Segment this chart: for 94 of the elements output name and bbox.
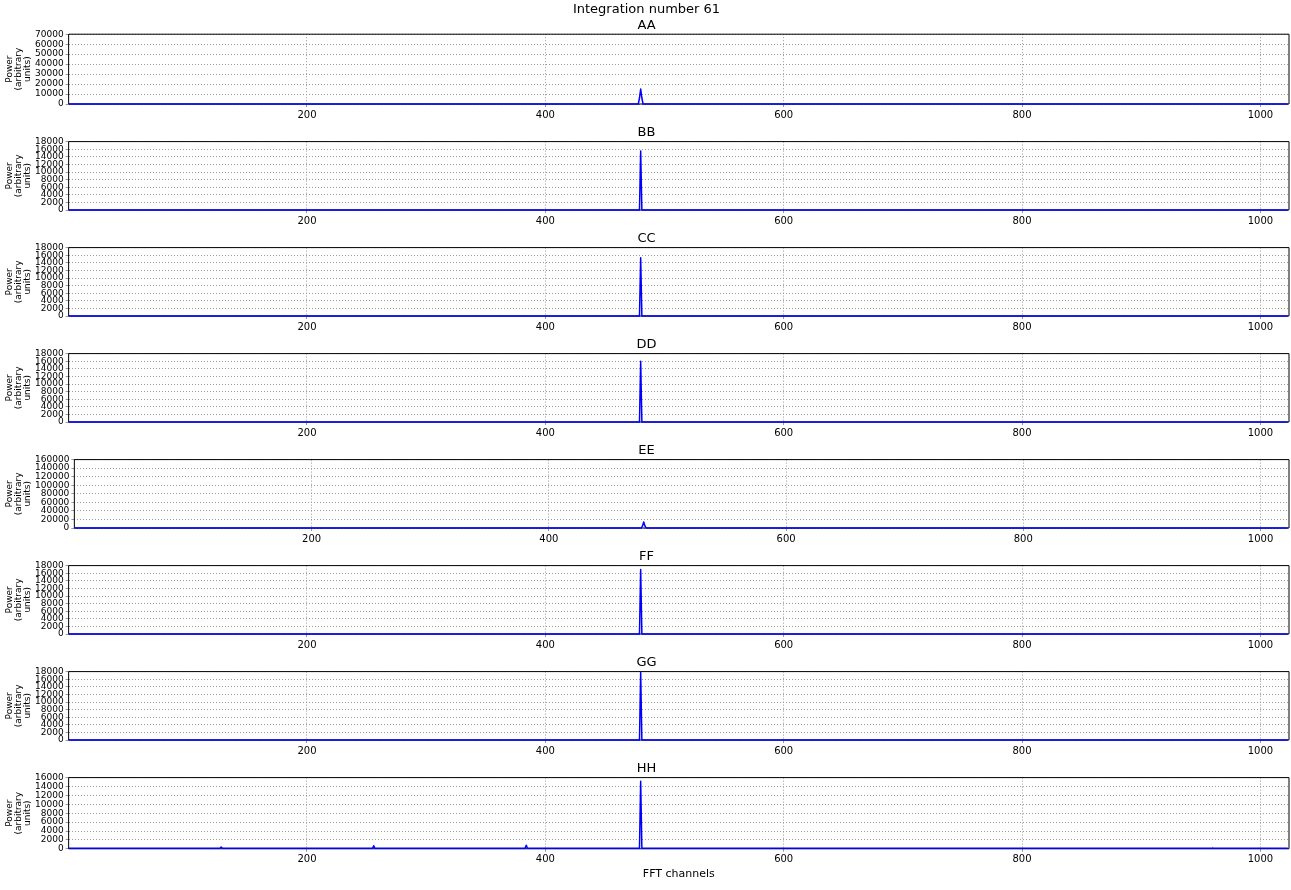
y-axis-title: Power (arbitrary units) [3, 683, 32, 728]
x-tick-label: 600 [774, 426, 794, 438]
chart-title: DD [636, 336, 657, 352]
y-tick-label: 140000 [35, 462, 70, 473]
x-tick-label: 1000 [1247, 108, 1274, 120]
y-tick-label: 0 [57, 98, 64, 109]
y-tick-label: 2000 [40, 834, 64, 845]
x-tick-label: 1000 [1247, 638, 1274, 650]
x-tick-label: 400 [535, 853, 555, 865]
x-tick-label: 1000 [1247, 532, 1274, 544]
y-tick-label: 70000 [34, 28, 64, 39]
chart-title: EE [638, 442, 655, 458]
y-tick-label: 10000 [34, 378, 64, 389]
y-tick-label: 50000 [34, 48, 64, 59]
chart-title: HH [636, 760, 657, 776]
y-tick-label: 14000 [34, 780, 64, 791]
x-tick-label: 600 [774, 214, 794, 226]
x-tick-label: 200 [297, 108, 317, 120]
y-tick-label: 0 [57, 416, 64, 427]
x-tick-label: 200 [297, 744, 317, 756]
y-tick-label: 6000 [40, 816, 64, 827]
chart-title: CC [637, 230, 656, 246]
y-tick-label: 20000 [34, 78, 64, 89]
chart-subtitle: AA [637, 16, 656, 32]
y-tick-label: 10000 [34, 590, 64, 601]
x-tick-label: 200 [297, 320, 317, 332]
y-tick-label: 10000 [34, 272, 64, 283]
y-tick-label: 30000 [34, 68, 64, 79]
y-tick-label: 10000 [34, 798, 64, 809]
y-tick-label: 40000 [34, 58, 64, 69]
x-tick-label: 200 [297, 638, 317, 650]
y-tick-label: 10000 [34, 166, 64, 177]
y-tick-label: 12000 [34, 789, 64, 800]
x-tick-label: 800 [1012, 108, 1032, 120]
y-tick-label: 10000 [34, 88, 64, 99]
y-tick-label: 10000 [34, 696, 64, 707]
x-tick-label: 400 [539, 532, 559, 544]
x-tick-label: 800 [1012, 638, 1032, 650]
y-axis-title: Power (arbitrary units) [3, 577, 32, 622]
y-tick-label: 4000 [40, 825, 64, 836]
x-tick-label: 800 [1012, 214, 1032, 226]
y-tick-label: 0 [63, 522, 70, 533]
chart-title: Integration number 61 [572, 1, 721, 17]
y-axis-title: Power (arbitrary units) [3, 365, 32, 410]
x-tick-label: 800 [1012, 320, 1032, 332]
y-tick-label: 0 [57, 204, 64, 215]
y-axis-title: Power (arbitrary units) [3, 471, 32, 516]
y-tick-label: 0 [57, 843, 64, 854]
x-tick-label: 1000 [1247, 214, 1274, 226]
x-tick-label: 400 [535, 214, 555, 226]
x-tick-label: 600 [776, 532, 796, 544]
x-tick-label: 800 [1013, 532, 1033, 544]
y-axis-title: Power (arbitrary units) [3, 47, 32, 91]
y-tick-label: 0 [57, 734, 64, 745]
y-tick-label: 100000 [35, 479, 70, 490]
x-tick-label: 400 [535, 108, 555, 120]
x-tick-label: 200 [297, 214, 317, 226]
y-axis-title: Power (arbitrary units) [3, 153, 32, 198]
x-tick-label: 800 [1012, 744, 1032, 756]
x-tick-label: 600 [774, 108, 794, 120]
x-tick-label: 400 [535, 744, 555, 756]
y-tick-label: 60000 [40, 496, 70, 507]
y-tick-label: 16000 [34, 771, 64, 782]
chart-title: GG [636, 654, 657, 670]
x-tick-label: 400 [535, 320, 555, 332]
x-tick-label: 600 [774, 320, 794, 332]
y-tick-label: 8000 [40, 807, 64, 818]
x-tick-label: 600 [774, 853, 794, 865]
y-tick-label: 0 [57, 310, 64, 321]
chart-title: FF [639, 548, 654, 564]
x-tick-label: 600 [774, 638, 794, 650]
x-tick-label: 1000 [1247, 426, 1274, 438]
x-tick-label: 400 [535, 638, 555, 650]
y-tick-label: 80000 [40, 488, 70, 499]
y-tick-label: 20000 [40, 513, 70, 524]
x-tick-label: 1000 [1247, 320, 1274, 332]
y-tick-label: 0 [57, 628, 64, 639]
y-tick-label: 120000 [35, 471, 70, 482]
x-axis-title: FFT channels [642, 867, 716, 881]
x-tick-label: 600 [774, 744, 794, 756]
y-axis-title: Power (arbitrary units) [3, 791, 32, 835]
y-tick-label: 40000 [40, 505, 70, 516]
y-tick-label: 160000 [35, 453, 70, 464]
x-tick-label: 800 [1012, 426, 1032, 438]
y-axis-title: Power (arbitrary units) [3, 259, 32, 304]
x-tick-label: 1000 [1247, 744, 1274, 756]
x-tick-label: 1000 [1247, 853, 1274, 865]
x-tick-label: 200 [302, 532, 322, 544]
y-tick-label: 60000 [34, 38, 64, 49]
x-tick-label: 800 [1012, 853, 1032, 865]
chart-title: BB [637, 124, 656, 140]
x-tick-label: 200 [297, 426, 317, 438]
x-tick-label: 400 [535, 426, 555, 438]
x-tick-label: 200 [297, 853, 317, 865]
